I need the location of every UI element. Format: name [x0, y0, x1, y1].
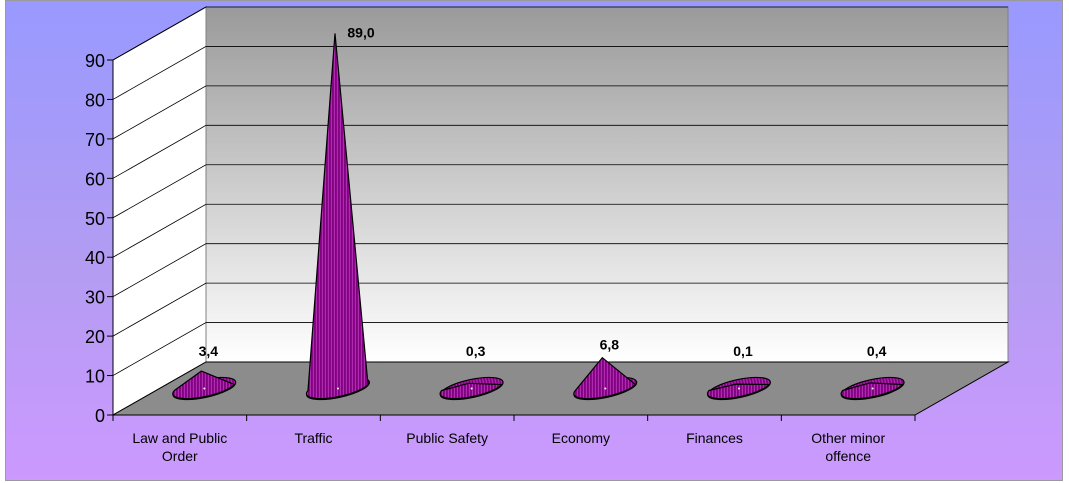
y-tick-label: 0 [95, 406, 105, 426]
x-category-label: Finances [686, 430, 743, 446]
cone-bar [305, 33, 370, 401]
data-label: 6,8 [600, 337, 620, 353]
gridline [112, 322, 1008, 376]
data-labels: 3,4 89,0 0,3 6,8 0,1 0,4 [199, 24, 887, 359]
cone-body [172, 370, 236, 400]
cone-bar [172, 370, 237, 401]
gridline [112, 46, 1008, 100]
y-tick-label: 40 [85, 248, 105, 268]
cone-center-dot [203, 387, 206, 390]
cone-bar [439, 376, 504, 401]
y-tick-label: 70 [85, 130, 105, 150]
gridline [112, 203, 1008, 258]
x-category-label: Economy [552, 430, 610, 446]
cone-center-dot [871, 387, 874, 390]
y-tick-label: 90 [85, 51, 105, 71]
y-tick-label: 20 [85, 327, 105, 347]
data-label: 3,4 [199, 343, 219, 359]
cone-bar [573, 356, 638, 401]
cone-center-dot [738, 387, 740, 390]
y-tick-label: 60 [85, 169, 105, 189]
cone-body [706, 383, 771, 400]
x-category-label: Other minor offence [811, 430, 885, 464]
cone-center-dot [470, 387, 473, 390]
gridline [112, 85, 1008, 140]
gridlines [112, 6, 1008, 376]
gridline [112, 243, 1008, 298]
x-category-label: Public Safety [406, 430, 488, 446]
y-tick-label: 80 [85, 90, 105, 110]
y-tick-label: 10 [85, 367, 105, 387]
side-wall [112, 6, 207, 416]
x-category-label: Law and Public Order [132, 430, 227, 464]
cone-bar [840, 376, 905, 401]
y-tick-label: 30 [85, 288, 105, 308]
gridline [112, 282, 1008, 337]
cone-body [439, 382, 503, 400]
gridline [112, 164, 1008, 219]
x-axis-categories: Law and Public Order Traffic Public Safety E… [112, 415, 916, 464]
y-tick-label: 50 [85, 209, 105, 229]
cone-body [573, 356, 637, 400]
data-label: 89,0 [347, 24, 374, 40]
cone-bar [706, 376, 771, 401]
y-axis-ticks: 0 10 20 30 40 50 60 70 80 90 [85, 51, 113, 426]
gridline [112, 6, 1008, 61]
cone-center-dot [604, 387, 607, 390]
data-label: 0,4 [867, 343, 887, 359]
data-label: 0,1 [733, 343, 753, 359]
x-category-label: Traffic [294, 430, 332, 446]
cone-series [172, 33, 905, 401]
cone-center-dot [337, 387, 339, 390]
cone-body [305, 33, 369, 400]
gridline [112, 124, 1008, 179]
data-label: 0,3 [466, 343, 486, 359]
cone-body [840, 382, 904, 400]
